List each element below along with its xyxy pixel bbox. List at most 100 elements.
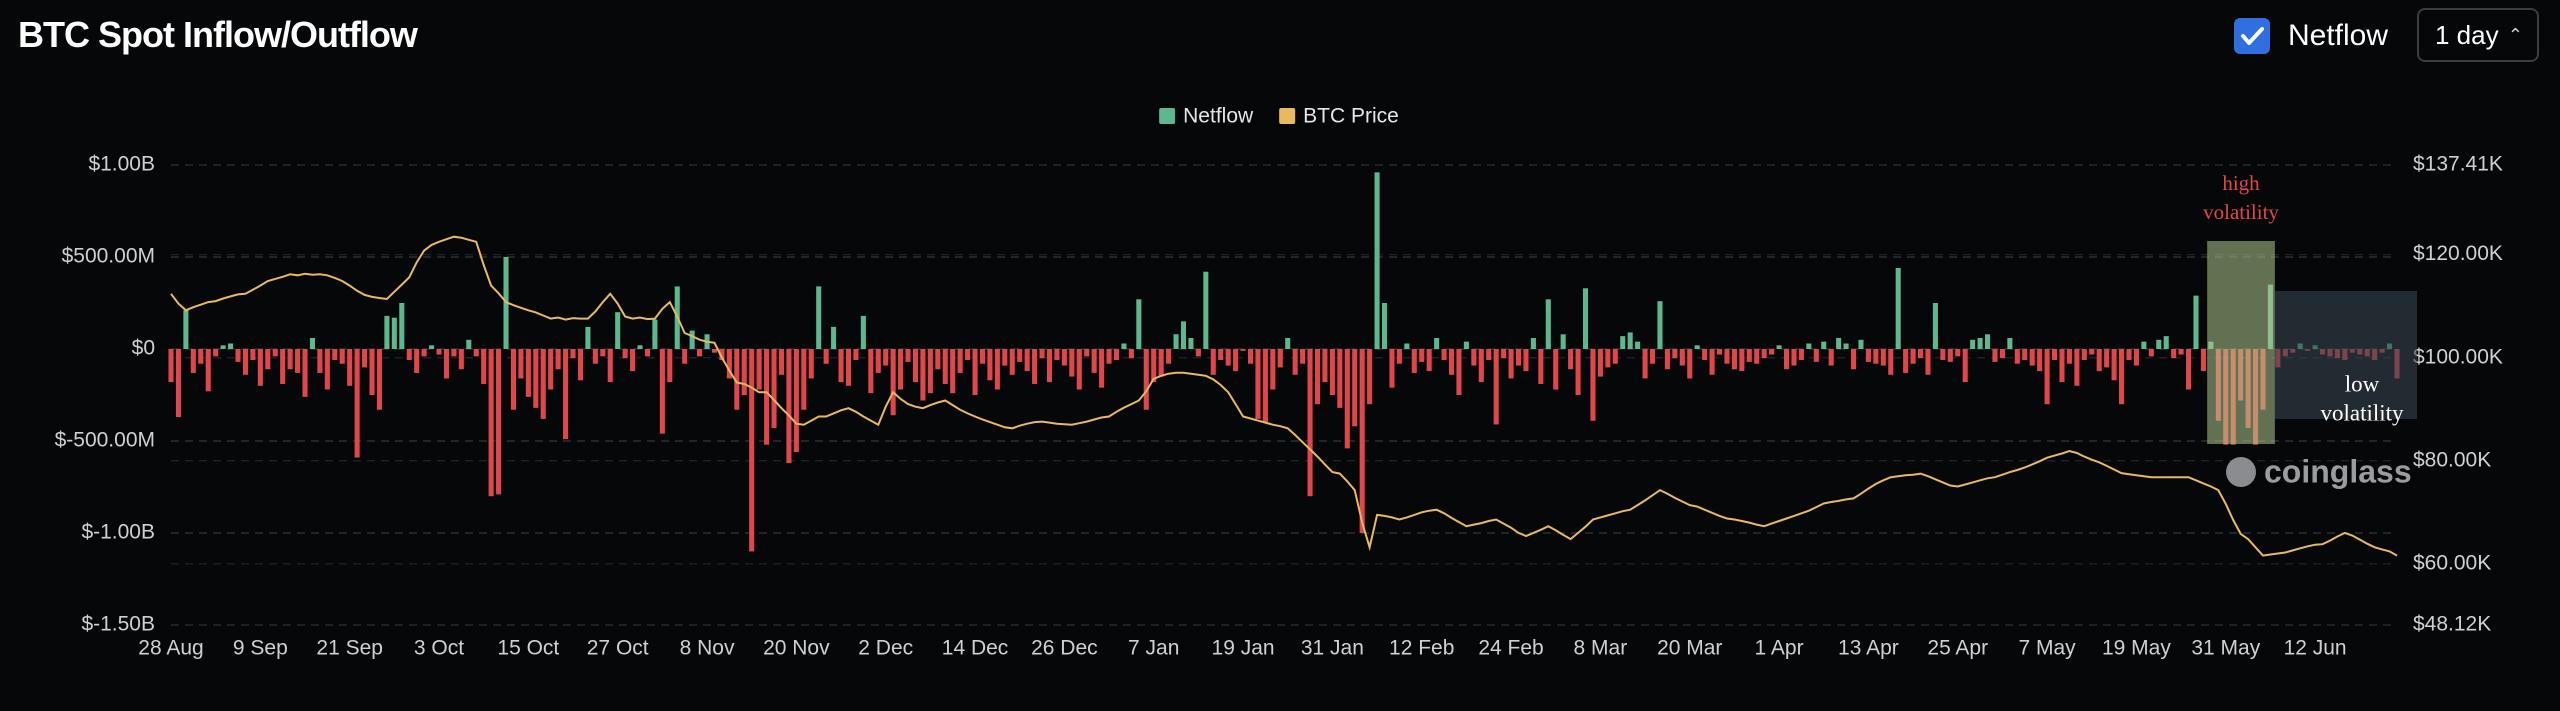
netflow-bar bbox=[510, 349, 516, 410]
netflow-bar bbox=[228, 343, 234, 349]
netflow-bar bbox=[644, 349, 650, 357]
netflow-bar bbox=[2394, 349, 2400, 379]
netflow-bar bbox=[1568, 349, 1574, 370]
netflow-bar bbox=[2364, 349, 2370, 357]
netflow-bar bbox=[466, 339, 472, 349]
netflow-bar bbox=[1456, 349, 1462, 395]
netflow-bar bbox=[1121, 343, 1127, 349]
netflow-bar bbox=[786, 349, 792, 464]
netflow-bar bbox=[957, 349, 963, 373]
netflow-bar bbox=[1903, 349, 1909, 373]
netflow-bar bbox=[1039, 349, 1045, 359]
netflow-bar bbox=[1858, 339, 1864, 349]
netflow-checkbox[interactable] bbox=[2234, 18, 2270, 54]
netflow-bar bbox=[1002, 349, 1008, 366]
netflow-bar bbox=[808, 349, 814, 379]
netflow-bar bbox=[1307, 349, 1313, 497]
netflow-bar bbox=[1032, 349, 1038, 384]
netflow-bar bbox=[280, 349, 286, 384]
netflow-bar bbox=[1880, 349, 1886, 366]
netflow-bar bbox=[518, 349, 524, 379]
netflow-bar bbox=[2387, 343, 2393, 349]
netflow-bar bbox=[1724, 349, 1730, 364]
netflow-bar bbox=[1985, 334, 1991, 349]
netflow-bar bbox=[1359, 349, 1365, 533]
netflow-bar bbox=[1486, 349, 1492, 361]
netflow-bar bbox=[890, 349, 896, 416]
netflow-bar bbox=[965, 349, 971, 361]
x-tick-label: 20 Mar bbox=[1657, 637, 1722, 660]
netflow-bar bbox=[771, 349, 777, 429]
netflow-bar bbox=[2178, 349, 2184, 355]
netflow-bar bbox=[295, 349, 301, 373]
netflow-bar bbox=[309, 337, 315, 349]
annotation-text: volatility bbox=[2203, 200, 2279, 224]
netflow-bar bbox=[1300, 349, 1306, 364]
netflow-bar bbox=[563, 349, 569, 440]
netflow-bar bbox=[1910, 349, 1916, 364]
watermark: coinglass bbox=[2264, 453, 2412, 489]
netflow-bar bbox=[1247, 349, 1254, 364]
netflow-bar bbox=[451, 349, 457, 357]
netflow-bar bbox=[1679, 349, 1685, 366]
netflow-bar bbox=[2052, 349, 2058, 361]
netflow-bar bbox=[488, 349, 494, 497]
netflow-bar bbox=[793, 349, 799, 453]
netflow-bar bbox=[1865, 349, 1871, 362]
netflow-bar bbox=[2193, 295, 2199, 349]
netflow-bar bbox=[525, 349, 531, 397]
netflow-bar bbox=[1940, 349, 1946, 361]
netflow-bar bbox=[1404, 343, 1410, 349]
y2-tick-label: $120.00K bbox=[2413, 242, 2503, 265]
netflow-bar bbox=[1850, 349, 1857, 370]
netflow-bar bbox=[183, 310, 189, 349]
netflow-bar bbox=[1560, 334, 1566, 349]
x-tick-label: 19 Jan bbox=[1212, 637, 1275, 660]
netflow-bar bbox=[1091, 349, 1097, 373]
annotation-text: volatility bbox=[2320, 400, 2404, 425]
netflow-bar bbox=[458, 349, 464, 370]
y-tick-label: $0 bbox=[132, 337, 155, 360]
netflow-bar bbox=[399, 303, 405, 349]
netflow-bar bbox=[1664, 349, 1670, 370]
netflow-bar bbox=[1687, 349, 1693, 379]
legend-label: BTC Price bbox=[1303, 105, 1399, 128]
netflow-bar bbox=[704, 334, 710, 349]
netflow-bar bbox=[1270, 349, 1276, 390]
x-tick-label: 13 Apr bbox=[1838, 637, 1899, 660]
netflow-bar bbox=[2200, 349, 2206, 372]
netflow-bar bbox=[1709, 349, 1715, 375]
x-tick-label: 19 May bbox=[2102, 637, 2171, 660]
netflow-bar bbox=[1151, 349, 1157, 383]
netflow-bar bbox=[1947, 349, 1953, 362]
netflow-bar bbox=[950, 349, 956, 394]
high-volatility-region bbox=[2207, 241, 2275, 444]
legend-swatch bbox=[1159, 108, 1176, 124]
netflow-bar bbox=[2089, 349, 2095, 355]
interval-select[interactable]: 1 day ⌃ bbox=[2417, 8, 2539, 62]
netflow-bar bbox=[1836, 337, 1842, 349]
netflow-bar bbox=[473, 349, 479, 357]
select-arrows: ⌃ bbox=[2507, 25, 2523, 45]
annotation-text: low bbox=[2345, 371, 2380, 396]
netflow-bar bbox=[2163, 336, 2169, 349]
netflow-bar bbox=[1783, 349, 1790, 370]
netflow-bar bbox=[2208, 341, 2214, 349]
netflow-bar bbox=[607, 349, 613, 383]
netflow-bar bbox=[1411, 349, 1417, 373]
netflow-bar bbox=[853, 349, 859, 361]
netflow-bar bbox=[190, 349, 196, 373]
netflow-bar bbox=[2081, 349, 2087, 361]
netflow-bar bbox=[1277, 349, 1283, 368]
netflow-bar bbox=[1776, 345, 1782, 349]
netflow-bar bbox=[1798, 349, 1804, 361]
x-tick-label: 1 Apr bbox=[1755, 637, 1804, 660]
netflow-toggle-label[interactable]: Netflow bbox=[2288, 19, 2389, 52]
netflow-bar bbox=[667, 349, 673, 383]
netflow-bar bbox=[1493, 349, 1499, 425]
netflow-bar bbox=[1434, 337, 1440, 349]
netflow-bar bbox=[2215, 349, 2221, 421]
check-icon bbox=[2241, 27, 2264, 45]
netflow-bar bbox=[1329, 349, 1335, 395]
